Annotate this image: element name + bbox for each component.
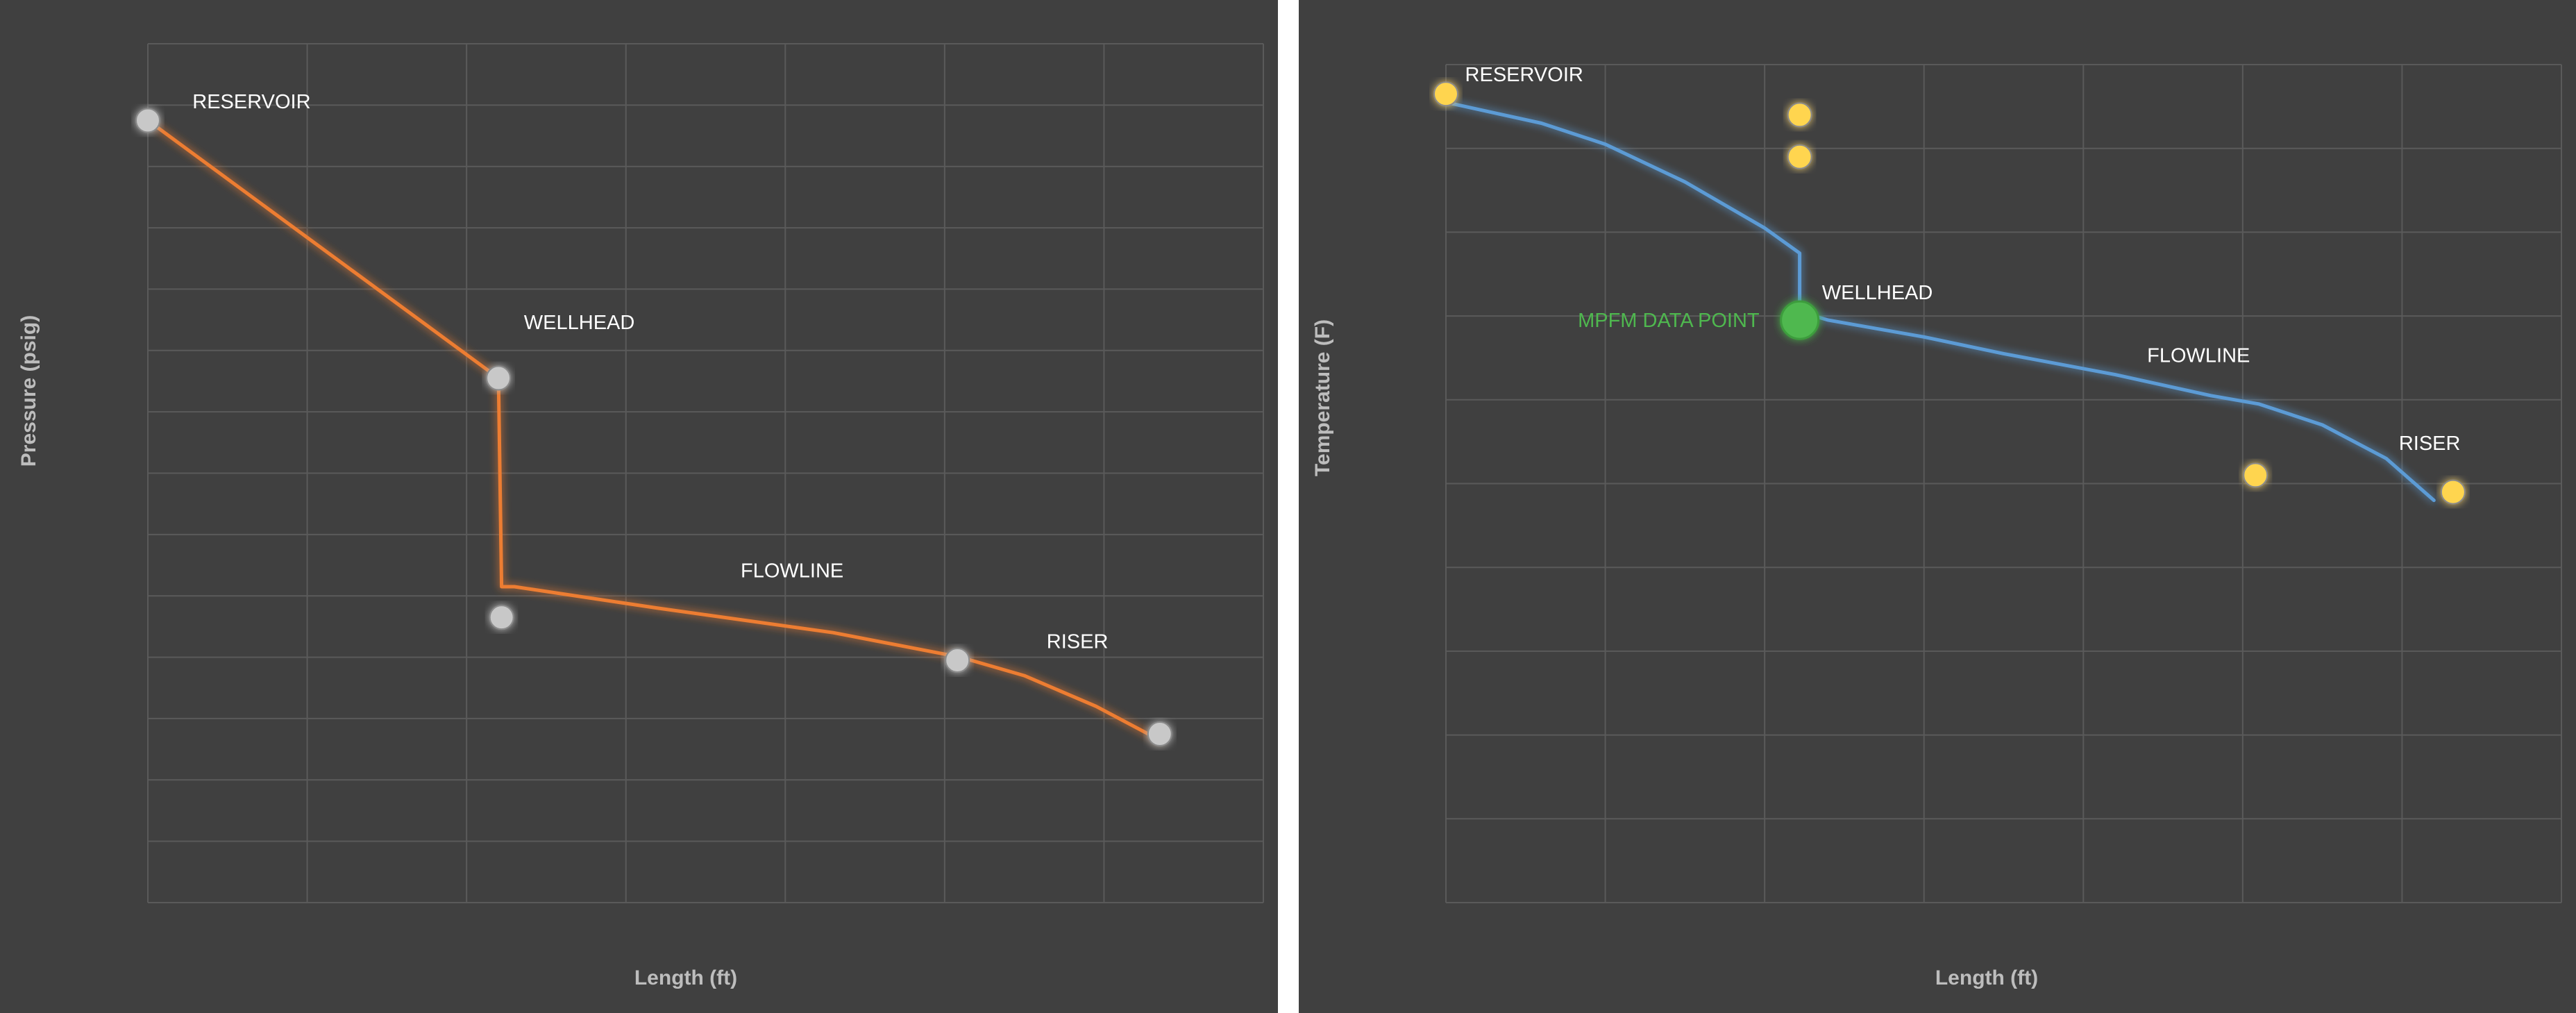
temperature-data-marker [1787, 144, 1812, 169]
temperature-y-axis-title: Temperature (F) [1311, 319, 1334, 476]
pressure-data-marker [489, 605, 514, 630]
temperature-annotations: MPFM DATA POINT RESERVOIR WELLHEAD FLOWLINE… [1465, 64, 2461, 455]
pressure-profile-line [146, 118, 1162, 742]
temperature-data-marker [1787, 102, 1812, 128]
temperature-data-marker [2440, 479, 2466, 505]
pressure-annotation-wellhead: WELLHEAD [524, 312, 635, 334]
pressure-chart-panel: RESERVOIR WELLHEAD FLOWLINE RISER Pressure … [0, 0, 1278, 1013]
pressure-data-marker [1147, 721, 1172, 747]
mpfm-data-point-label: MPFM DATA POINT [1578, 310, 1760, 332]
pressure-y-axis-title: Pressure (psig) [17, 315, 40, 467]
pressure-series [135, 108, 1172, 747]
temperature-data-marker [2243, 462, 2268, 488]
temperature-annotation-reservoir: RESERVOIR [1465, 64, 1583, 86]
pressure-data-marker [945, 647, 970, 673]
pressure-x-axis-title: Length (ft) [634, 966, 737, 989]
pressure-annotation-reservoir: RESERVOIR [192, 91, 310, 113]
temperature-annotation-wellhead: WELLHEAD [1822, 282, 1933, 304]
pressure-annotation-flowline: FLOWLINE [741, 560, 843, 583]
temperature-profile-line [1444, 100, 2436, 503]
temperature-gridlines [1445, 64, 2562, 903]
pressure-data-marker [135, 108, 160, 133]
temperature-x-axis-title: Length (ft) [1935, 966, 2038, 989]
temperature-annotation-riser: RISER [2399, 433, 2461, 455]
temperature-annotation-flowline: FLOWLINE [2147, 344, 2250, 367]
temperature-chart-panel: MPFM DATA POINT RESERVOIR WELLHEAD FLOWLINE… [1299, 0, 2576, 1013]
pressure-gridlines [147, 43, 1264, 903]
pressure-annotations: RESERVOIR WELLHEAD FLOWLINE RISER [192, 91, 1108, 653]
pressure-data-marker [486, 365, 512, 391]
temperature-chart: MPFM DATA POINT RESERVOIR WELLHEAD FLOWLINE… [1311, 64, 2562, 989]
mpfm-data-point-marker [1780, 300, 1820, 340]
pressure-annotation-riser: RISER [1047, 630, 1109, 653]
temperature-series [1433, 81, 2466, 505]
temperature-data-marker [1433, 81, 1458, 107]
pressure-chart: RESERVOIR WELLHEAD FLOWLINE RISER Pressure … [17, 43, 1264, 989]
